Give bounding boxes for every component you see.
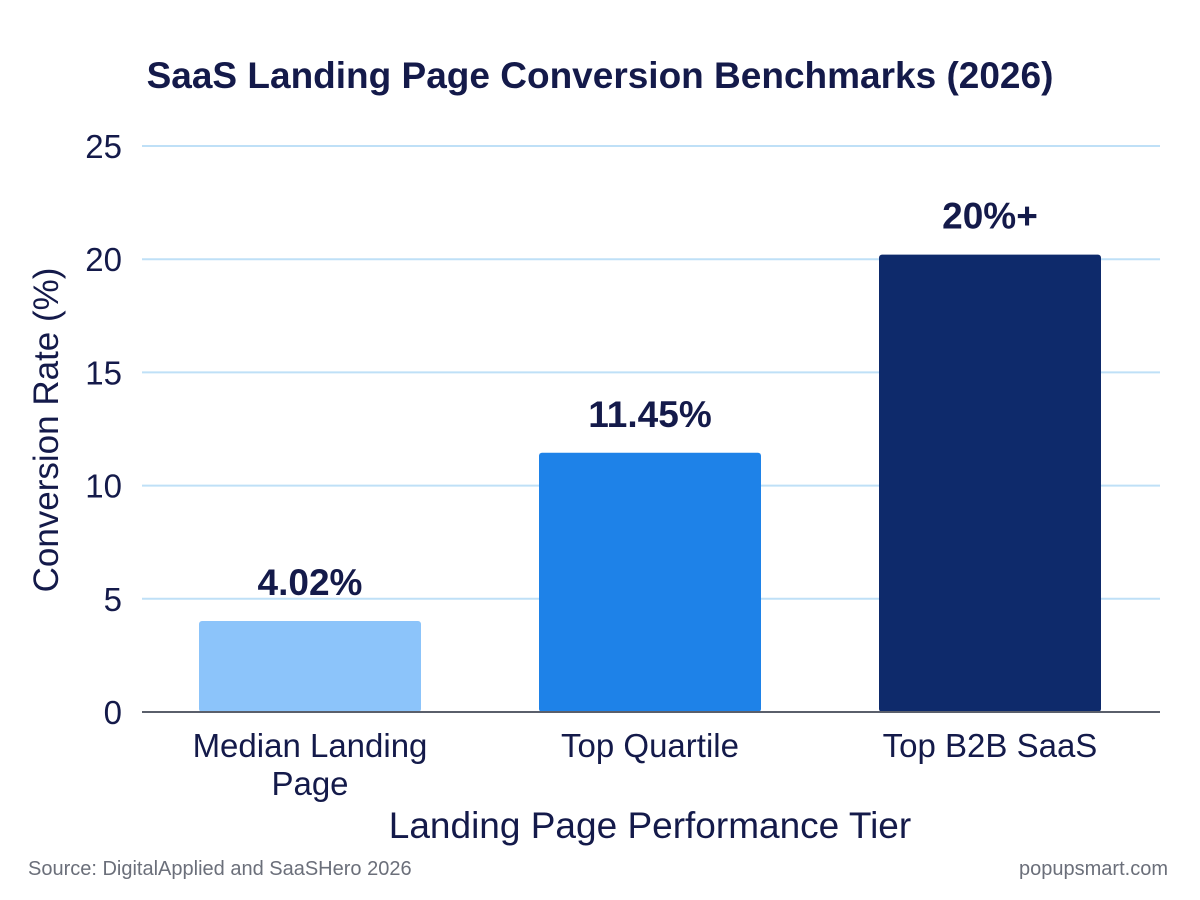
y-tick-label: 20	[85, 241, 122, 278]
y-tick-label: 15	[85, 354, 122, 391]
brand-credit: popupsmart.com	[1019, 858, 1168, 880]
bar	[879, 254, 1101, 712]
bar	[539, 452, 761, 712]
data-label: 20%+	[942, 196, 1038, 237]
x-tick-label: Median Landing	[193, 727, 428, 764]
bar	[199, 620, 421, 712]
y-tick-label: 10	[85, 468, 122, 505]
y-tick-label: 0	[104, 694, 122, 731]
x-tick-label: Top Quartile	[561, 727, 739, 764]
data-label: 11.45%	[588, 394, 711, 435]
x-tick-label: Page	[271, 765, 348, 802]
x-axis-label: Landing Page Performance Tier	[389, 805, 911, 846]
chart-title: SaaS Landing Page Conversion Benchmarks …	[147, 55, 1054, 96]
data-label: 4.02%	[258, 562, 363, 603]
x-tick-label: Top B2B SaaS	[883, 727, 1098, 764]
y-axis-label: Conversion Rate (%)	[27, 268, 66, 593]
y-tick-label: 5	[104, 581, 122, 618]
source-note: Source: DigitalApplied and SaaSHero 2026	[28, 858, 412, 880]
y-tick-label: 25	[85, 128, 122, 165]
